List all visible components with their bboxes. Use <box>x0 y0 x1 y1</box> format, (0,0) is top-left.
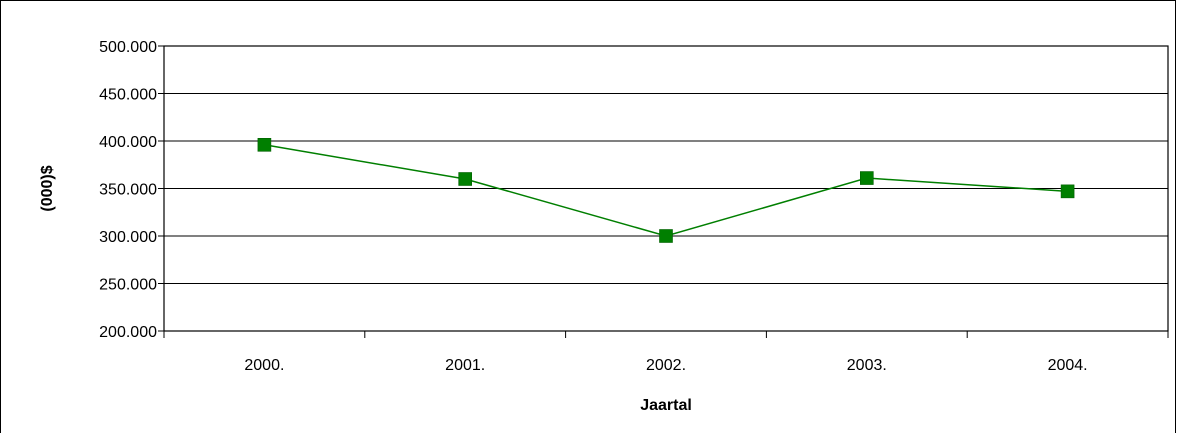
x-tick-label: 2002. <box>646 357 686 374</box>
y-tick-label: 450.000 <box>99 87 157 104</box>
series-markers <box>258 138 1074 242</box>
x-tick-label: 2003. <box>847 357 887 374</box>
series-line <box>264 145 1067 236</box>
y-tick-label: 500.000 <box>99 39 157 56</box>
x-tick-label: 2001. <box>445 357 485 374</box>
y-tick-label: 350.000 <box>99 182 157 199</box>
data-point-marker <box>1061 185 1074 198</box>
data-point-marker <box>860 172 873 185</box>
y-tick-label: 400.000 <box>99 134 157 151</box>
y-tick-label: 200.000 <box>99 324 157 341</box>
x-tick-label: 2000. <box>244 357 284 374</box>
y-axis-title: (000)$ <box>39 165 56 211</box>
x-axis-title: Jaartal <box>640 397 692 414</box>
y-axis: 200.000 250.000 300.000 350.000 400.000 450.0… <box>99 39 164 341</box>
y-tick-label: 300.000 <box>99 229 157 246</box>
data-point-marker <box>660 230 673 243</box>
data-point-marker <box>258 138 271 151</box>
x-tick-label: 2004. <box>1048 357 1088 374</box>
y-tick-label: 250.000 <box>99 277 157 294</box>
data-point-marker <box>459 173 472 186</box>
x-axis: 2000. 2001. 2002. 2003. 2004. <box>164 331 1168 374</box>
